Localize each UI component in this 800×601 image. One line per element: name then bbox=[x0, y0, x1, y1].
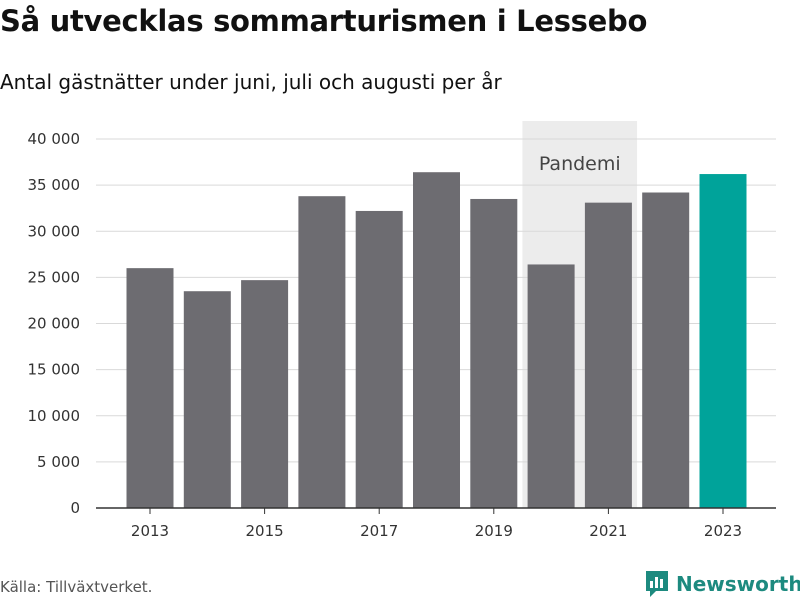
bar-2019 bbox=[470, 198, 518, 508]
x-tick-label: 2017 bbox=[360, 522, 398, 540]
chart-title: Så utvecklas sommarturismen i Lessebo bbox=[0, 4, 648, 38]
x-tick-label: 2019 bbox=[475, 522, 513, 540]
x-tick-label: 2023 bbox=[704, 522, 742, 540]
bar-2020 bbox=[527, 264, 575, 508]
bar-2016 bbox=[298, 196, 346, 508]
y-tick-label: 35 000 bbox=[28, 176, 81, 194]
bar-2018 bbox=[413, 172, 460, 508]
brand-logo: Newsworthy bbox=[644, 567, 800, 601]
newsworthy-logo-icon bbox=[646, 571, 668, 597]
y-tick-label: 20 000 bbox=[28, 315, 81, 333]
y-tick-label: 30 000 bbox=[28, 222, 81, 240]
bar-2021 bbox=[584, 202, 632, 508]
bar-2017 bbox=[355, 210, 403, 508]
y-tick-label: 25 000 bbox=[28, 268, 81, 286]
y-tick-label: 15 000 bbox=[28, 361, 81, 379]
y-tick-label: 0 bbox=[70, 499, 80, 517]
bar-2013 bbox=[126, 268, 174, 508]
bar-2023 bbox=[699, 174, 747, 508]
y-tick-label: 5 000 bbox=[37, 453, 80, 471]
source-note: Källa: Tillväxtverket. bbox=[0, 578, 153, 596]
brand-name: Newsworthy bbox=[676, 572, 800, 596]
x-tick-label: 2015 bbox=[246, 522, 284, 540]
y-tick-label: 10 000 bbox=[28, 407, 81, 425]
y-tick-label: 40 000 bbox=[28, 130, 81, 148]
pandemic-label: Pandemi bbox=[539, 153, 621, 175]
x-tick-label: 2013 bbox=[131, 522, 169, 540]
bar-2022 bbox=[642, 192, 690, 508]
bar-2015 bbox=[241, 280, 289, 508]
bar-2014 bbox=[183, 291, 231, 508]
x-tick-label: 2021 bbox=[589, 522, 627, 540]
chart-subtitle: Antal gästnätter under juni, juli och au… bbox=[0, 70, 502, 94]
